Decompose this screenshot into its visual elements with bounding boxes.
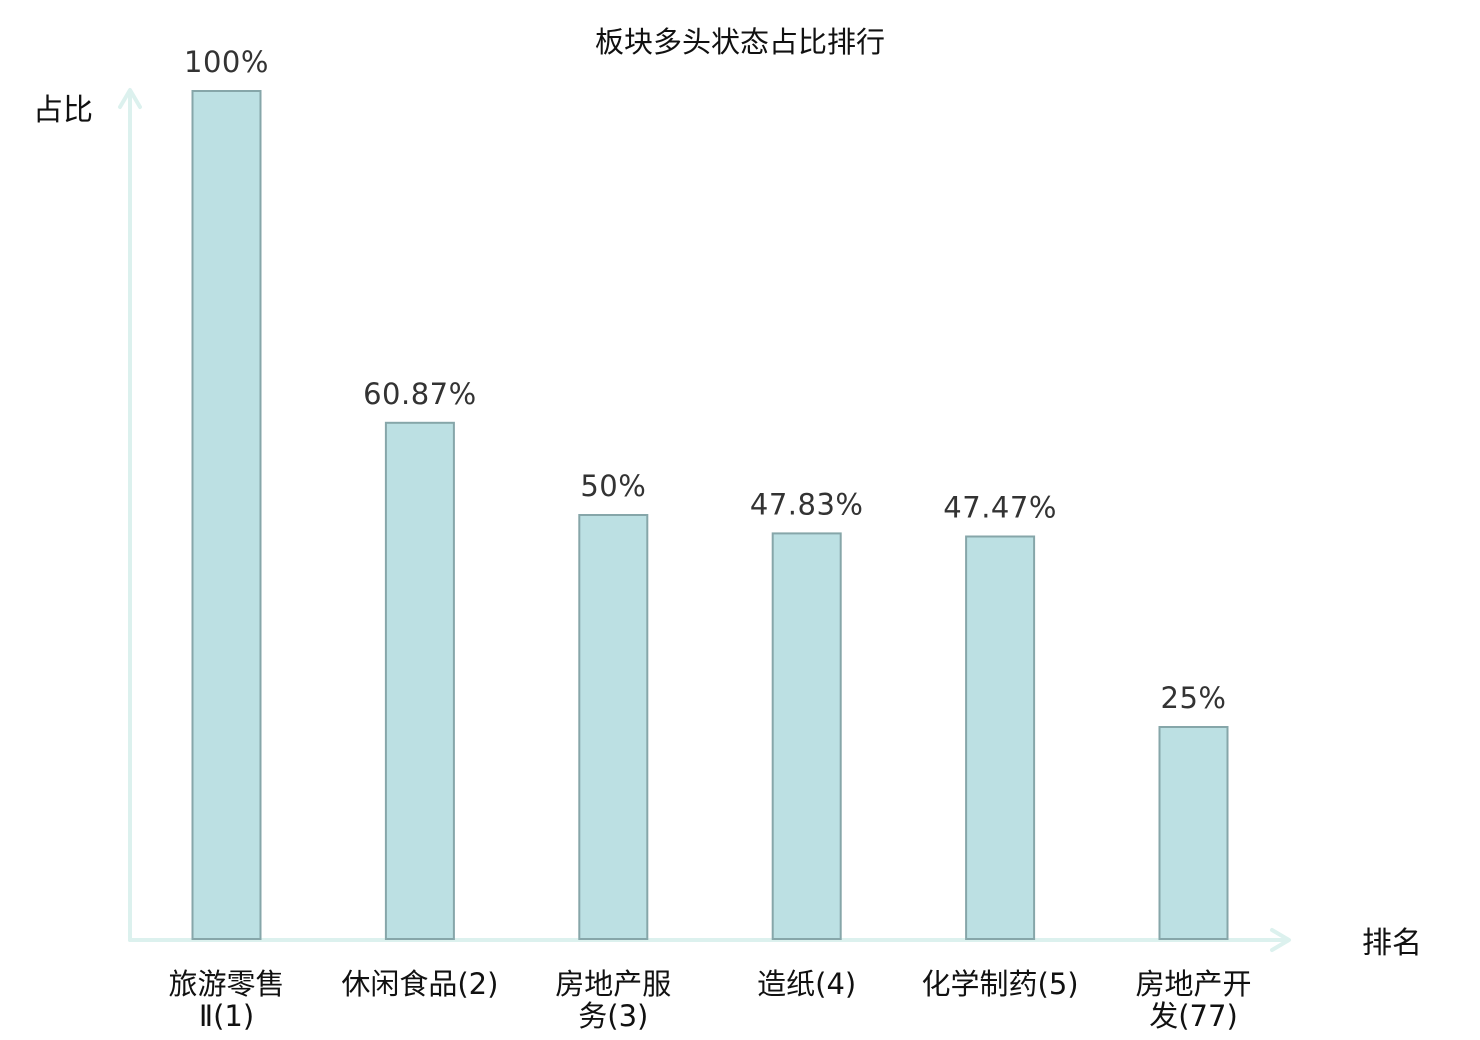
y-axis-arrow xyxy=(118,88,142,109)
category-label-3-line-1: 房地产服 xyxy=(555,967,671,1001)
bar-6 xyxy=(1158,726,1229,940)
value-label-5: 47.47% xyxy=(943,491,1057,525)
y-axis-label: 占比 xyxy=(33,93,93,128)
bar-2 xyxy=(384,421,455,940)
category-label-2-line-1: 休闲食品(2) xyxy=(341,967,498,1001)
chart-title: 板块多头状态占比排行 xyxy=(595,25,885,59)
bars-group xyxy=(191,90,1229,941)
value-label-1: 100% xyxy=(184,45,269,79)
category-label-6-line-2: 发(77) xyxy=(1149,999,1238,1033)
category-label-3-line-2: 务(3) xyxy=(578,999,648,1033)
bar-3 xyxy=(578,514,649,940)
bar-4 xyxy=(771,532,842,941)
category-label-6-line-1: 房地产开 xyxy=(1135,967,1251,1001)
value-label-6: 25% xyxy=(1161,681,1227,715)
category-label-5-line-1: 化学制药(5) xyxy=(922,967,1079,1001)
bar-1 xyxy=(191,90,262,940)
value-label-4: 47.83% xyxy=(750,487,864,521)
category-label-4-line-1: 造纸(4) xyxy=(757,967,856,1001)
category-label-1-line-2: Ⅱ(1) xyxy=(199,999,254,1033)
x-axis-label: 排名 xyxy=(1362,926,1422,961)
value-label-2: 60.87% xyxy=(363,377,477,411)
bar-5 xyxy=(965,535,1036,940)
value-label-3: 50% xyxy=(580,469,646,503)
category-label-1-line-1: 旅游零售 xyxy=(168,967,284,1001)
axes xyxy=(118,88,1291,952)
value-labels-group: 100% 60.87% 50% 47.83% 47.47% 25% xyxy=(184,45,1226,715)
x-axis-arrow xyxy=(1270,928,1291,952)
